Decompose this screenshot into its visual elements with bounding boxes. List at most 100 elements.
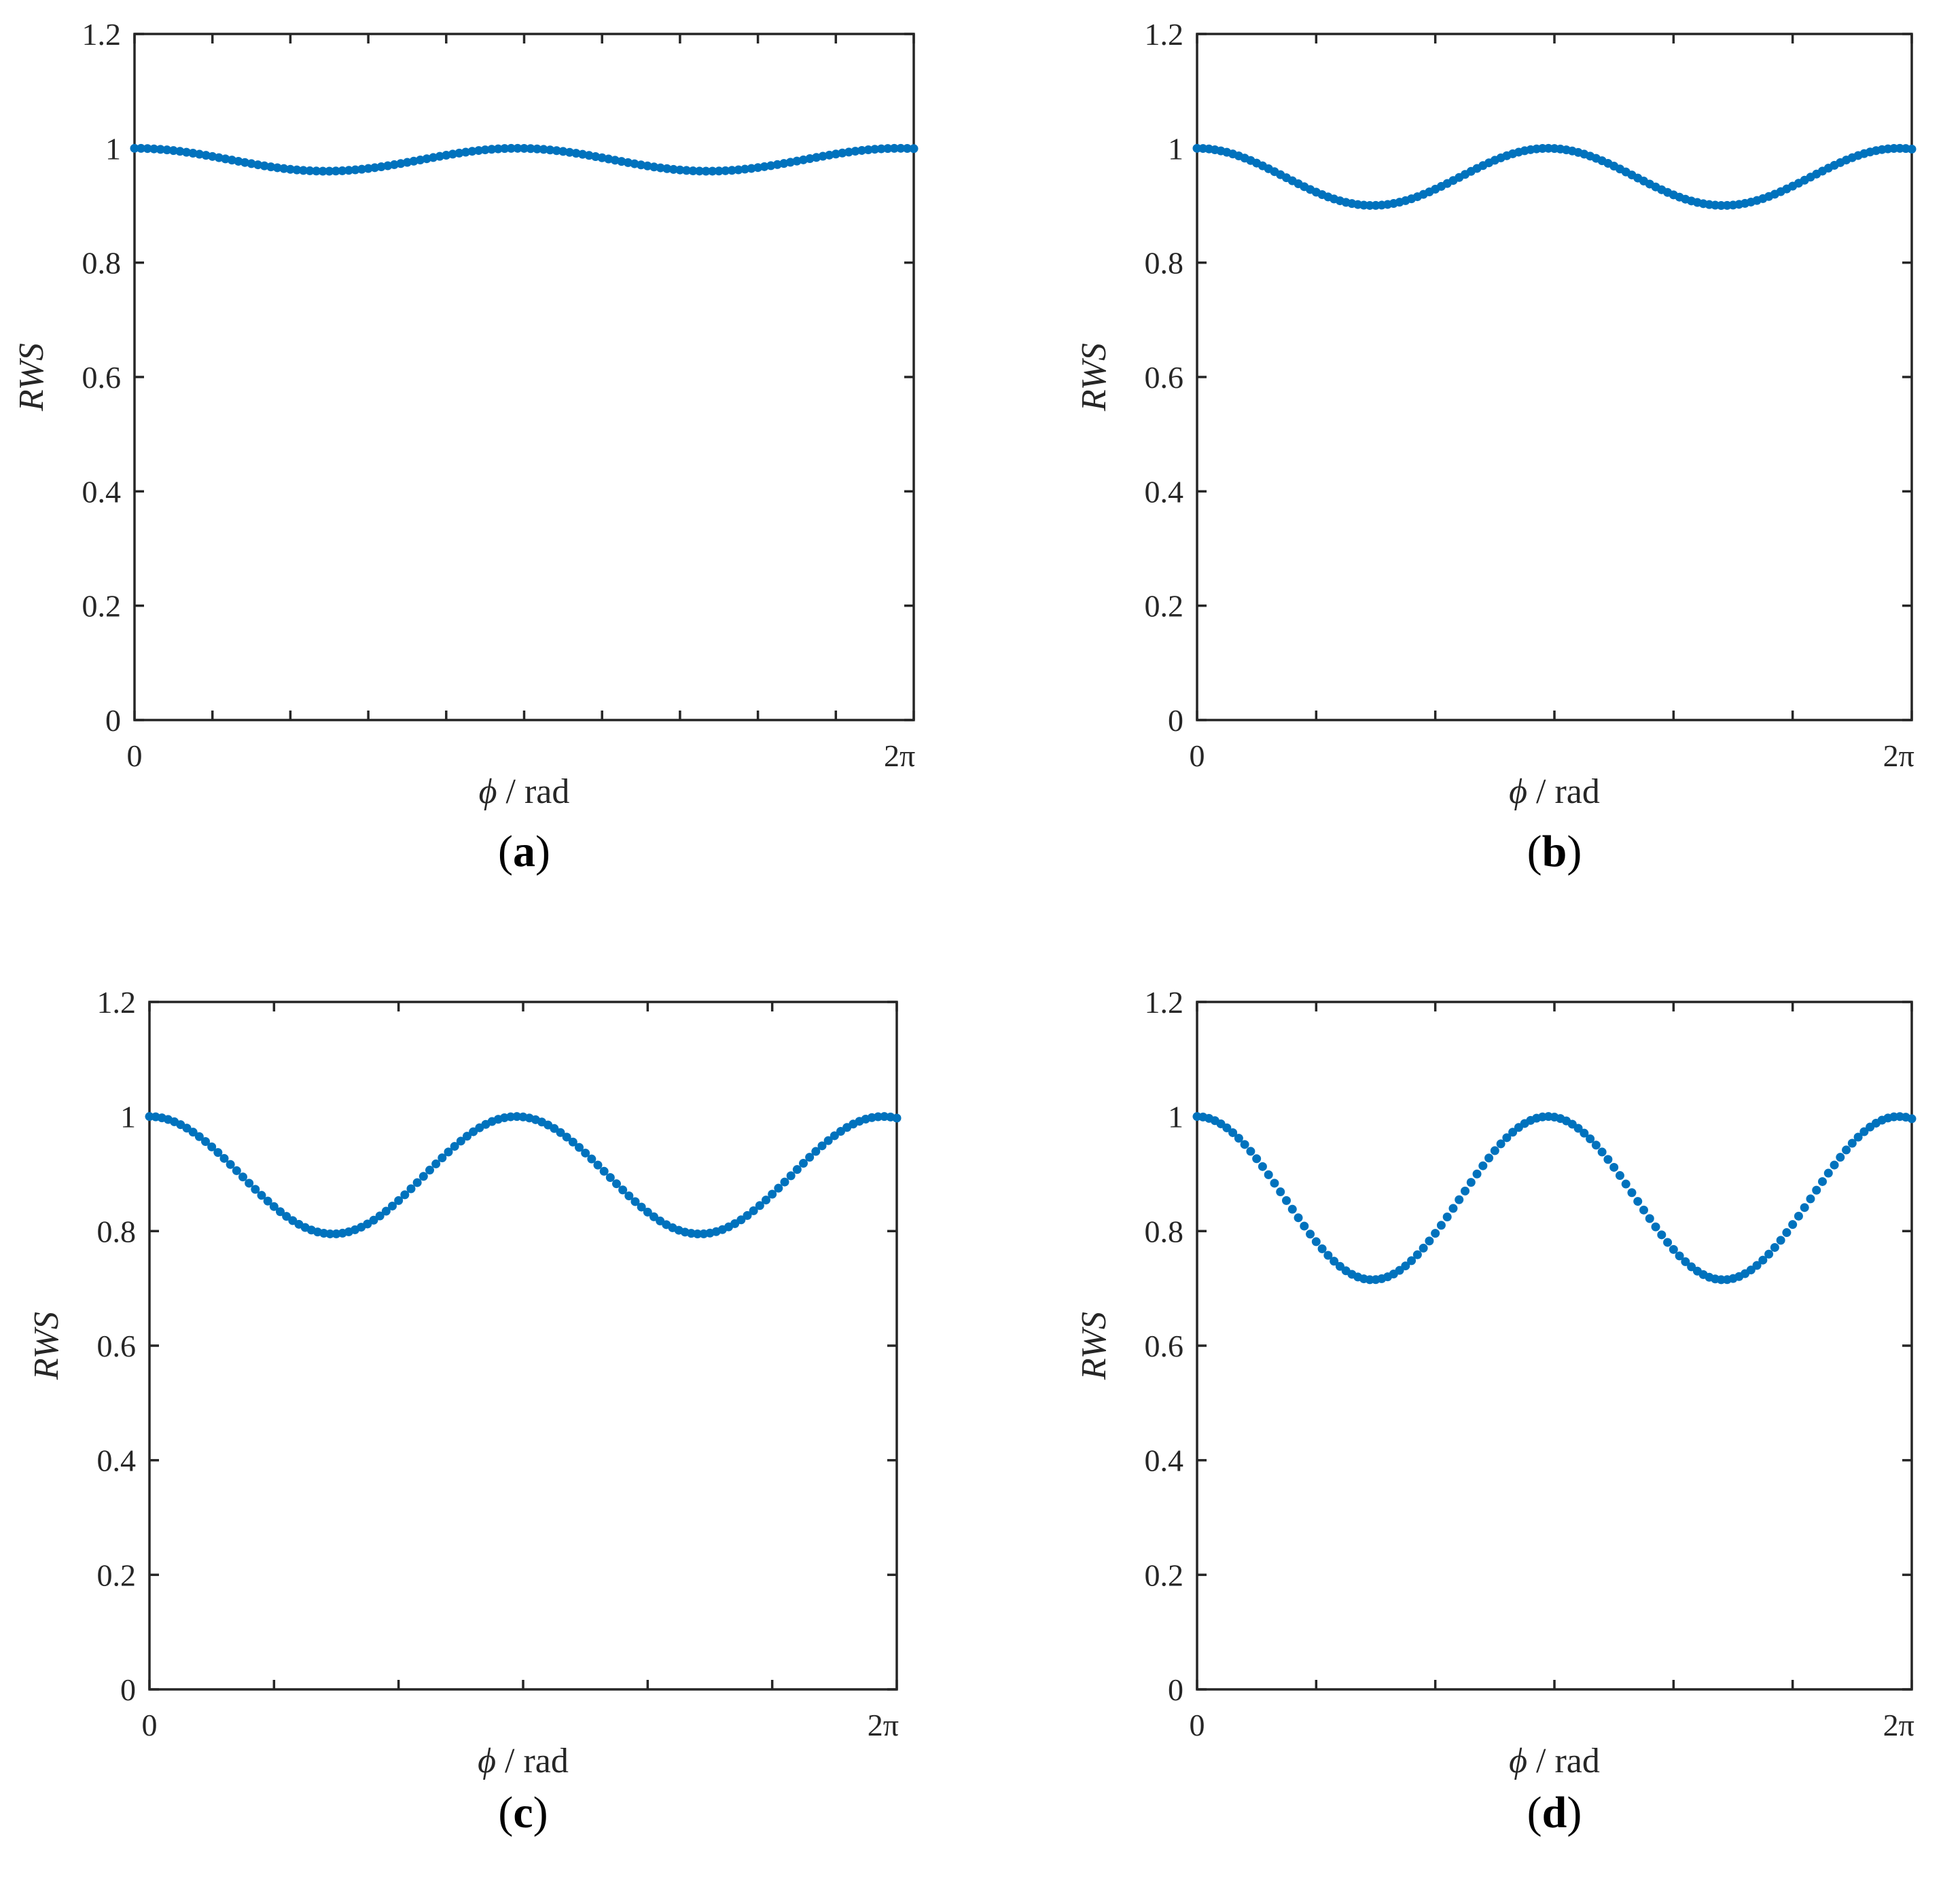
data-point	[624, 1191, 634, 1201]
panel-b: 0 0.2 0.4 0.6 0.8 1 1.2 0 2π ϕ / rad RWS (b)	[1075, 17, 1917, 876]
data-point	[188, 149, 198, 158]
data-point	[688, 166, 698, 175]
data-point	[282, 1212, 291, 1221]
data-point	[1782, 1228, 1792, 1238]
caption-open-paren: (	[498, 1788, 513, 1837]
y-tick-label: 0.8	[1145, 1214, 1184, 1249]
data-point	[792, 1165, 802, 1174]
data-point	[1294, 1213, 1303, 1223]
panel-caption: (a)	[498, 827, 550, 876]
panel-a: 0 0.2 0.4 0.6 0.8 1 1.2 0 2π ϕ / rad RWS (a)	[12, 17, 919, 876]
caption-letter: b	[1542, 827, 1567, 876]
data-point	[388, 1201, 397, 1210]
data-point	[1228, 1128, 1238, 1137]
data-point	[1323, 1251, 1333, 1260]
data-point	[299, 166, 308, 175]
caption-close-paren: )	[1567, 1788, 1582, 1837]
data-point	[637, 160, 646, 170]
data-point	[662, 164, 672, 173]
data-point	[376, 162, 386, 171]
data-point	[1633, 1197, 1643, 1206]
data-point	[168, 146, 178, 156]
data-point	[740, 164, 749, 174]
data-point	[755, 1201, 764, 1210]
data-point	[1246, 1147, 1255, 1156]
data-point	[1842, 1145, 1851, 1155]
data-point	[431, 1159, 441, 1168]
y-tick-label: 0.6	[1145, 1329, 1184, 1363]
y-tick-label: 0.2	[1145, 1558, 1184, 1592]
y-tick-label: 1.2	[82, 17, 122, 52]
axes-frame	[148, 1001, 898, 1691]
data-point	[870, 145, 880, 154]
data-point	[162, 145, 172, 155]
x-tick-label: 0	[1190, 1708, 1205, 1742]
data-point	[649, 162, 659, 172]
data-point	[194, 1132, 204, 1141]
data-point	[145, 1112, 154, 1122]
data-point	[238, 1172, 247, 1182]
data-point	[1830, 1160, 1839, 1170]
y-tick-label: 1.2	[1145, 985, 1184, 1020]
data-point	[474, 146, 484, 156]
data-point	[599, 1166, 609, 1176]
data-point	[1300, 1221, 1309, 1231]
x-axis-label-unit: / rad	[496, 1742, 569, 1780]
data-point	[1752, 1261, 1762, 1270]
data-point	[695, 166, 705, 176]
y-tick-label: 0.2	[97, 1558, 137, 1592]
data-point	[1907, 1114, 1917, 1124]
data-point	[506, 1112, 516, 1122]
data-point	[448, 149, 457, 159]
y-tick-label: 0.2	[82, 589, 122, 624]
data-point	[762, 1196, 770, 1205]
data-point	[149, 144, 159, 154]
panel-c: 0 0.2 0.4 0.6 0.8 1 1.2 0 2π ϕ / rad RWS (c)	[27, 985, 902, 1837]
data-point	[137, 143, 146, 153]
data-point	[1812, 1185, 1821, 1195]
data-point	[857, 145, 867, 155]
x-tick-label: 2π	[1883, 738, 1914, 773]
data-point	[257, 1191, 266, 1200]
data-point	[1776, 1236, 1785, 1245]
data-point	[1836, 1153, 1845, 1162]
data-point	[1282, 1196, 1291, 1205]
data-point	[799, 1159, 808, 1168]
data-point	[656, 163, 665, 173]
data-point	[318, 166, 327, 176]
data-point	[1580, 1128, 1589, 1138]
caption-letter: a	[513, 827, 535, 876]
data-point	[766, 161, 776, 171]
data-point	[1847, 1138, 1857, 1148]
data-point	[1240, 1140, 1249, 1149]
y-tick-label: 1	[1168, 1100, 1183, 1134]
data-point	[830, 1131, 839, 1141]
data-point	[480, 145, 490, 155]
data-point	[1853, 1132, 1863, 1142]
data-point	[1663, 1238, 1673, 1247]
caption-open-paren: (	[1527, 1788, 1542, 1837]
data-point	[143, 144, 152, 154]
data-point	[1573, 1124, 1583, 1133]
data-point	[269, 1202, 279, 1211]
data-point	[156, 145, 165, 154]
data-point	[643, 161, 652, 171]
caption-open-paren: (	[498, 827, 513, 876]
panel-caption: (c)	[498, 1788, 548, 1837]
data-point	[251, 1185, 260, 1194]
x-axis-label-symbol: ϕ	[479, 772, 497, 811]
y-tick-label: 0.8	[1145, 246, 1184, 281]
data-point	[351, 165, 360, 175]
data-point	[1425, 1236, 1434, 1246]
data-point	[292, 165, 302, 175]
y-tick-label: 0.6	[97, 1329, 137, 1363]
data-point	[444, 1147, 453, 1157]
y-tick-label: 0.4	[1145, 1443, 1184, 1478]
data-point	[1609, 1162, 1619, 1172]
data-point	[675, 165, 685, 175]
data-point	[312, 166, 321, 176]
data-point	[1627, 1188, 1637, 1198]
y-axis-label: RWS	[12, 343, 51, 412]
data-point	[1675, 1251, 1684, 1261]
x-tick-label: 0	[127, 738, 143, 773]
